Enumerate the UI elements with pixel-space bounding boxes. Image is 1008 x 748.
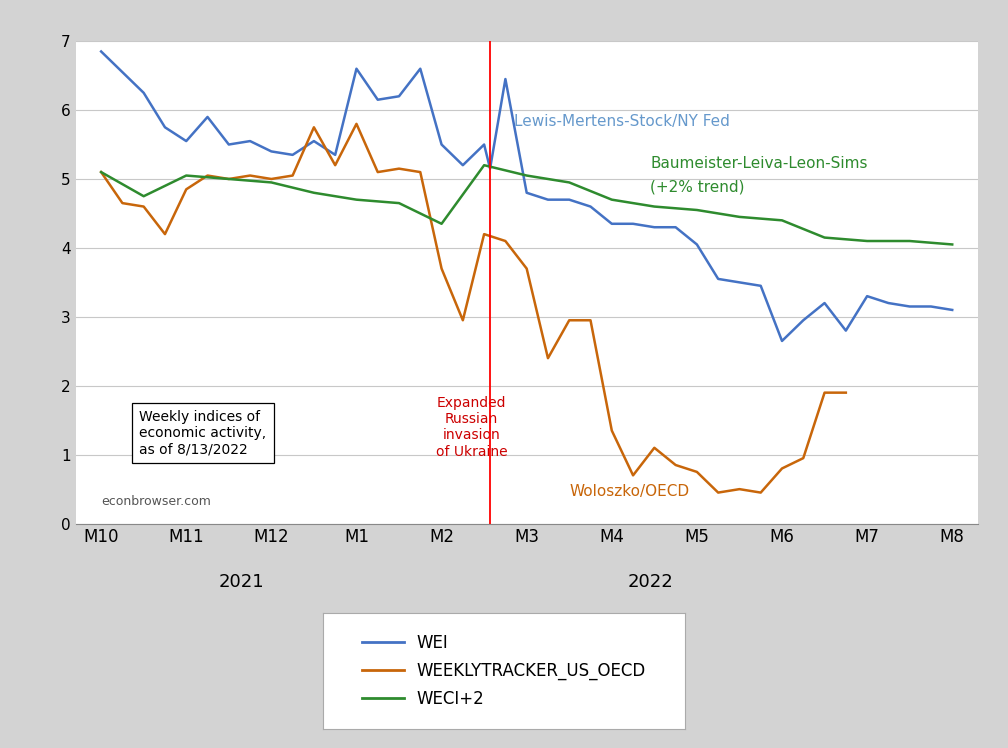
Text: 2021: 2021 xyxy=(219,573,265,591)
Text: Woloszko/OECD: Woloszko/OECD xyxy=(570,485,689,500)
Text: 2022: 2022 xyxy=(627,573,673,591)
Text: econbrowser.com: econbrowser.com xyxy=(102,495,212,509)
Text: Lewis-Mertens-Stock/NY Fed: Lewis-Mertens-Stock/NY Fed xyxy=(514,114,730,129)
Text: (+2% trend): (+2% trend) xyxy=(650,180,745,194)
Text: Weekly indices of
economic activity,
as of 8/13/2022: Weekly indices of economic activity, as … xyxy=(139,410,266,456)
Text: Expanded
Russian
invasion
of Ukraine: Expanded Russian invasion of Ukraine xyxy=(435,396,507,459)
Text: Baumeister-Leiva-Leon-Sims: Baumeister-Leiva-Leon-Sims xyxy=(650,156,868,171)
Legend: WEI, WEEKLYTRACKER_US_OECD, WECI+2: WEI, WEEKLYTRACKER_US_OECD, WECI+2 xyxy=(354,626,654,717)
